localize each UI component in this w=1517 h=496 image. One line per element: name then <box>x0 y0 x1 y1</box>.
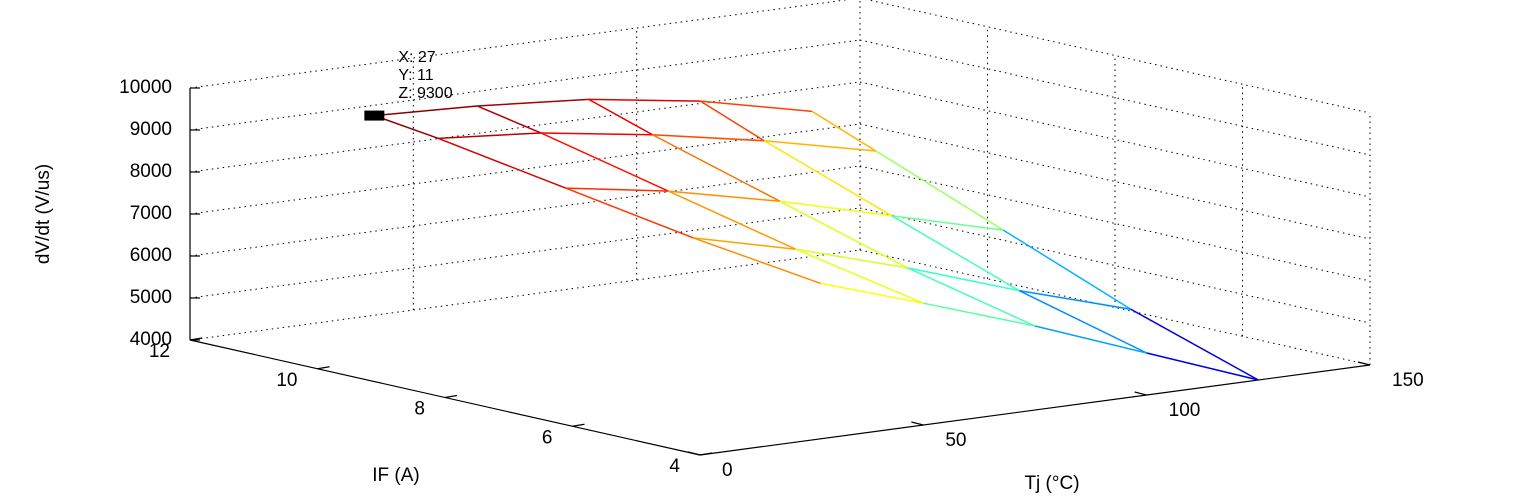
mesh-edge <box>875 150 1004 231</box>
z-tick-label: 4000 <box>130 329 172 350</box>
mesh-edge <box>668 190 797 250</box>
x-tick <box>1357 361 1371 366</box>
mesh-edge <box>811 110 877 152</box>
mesh-edge <box>565 187 669 192</box>
mesh-edge <box>438 132 541 140</box>
grid-line <box>866 0 1371 114</box>
y-tick-label: 8 <box>414 399 425 420</box>
mesh-edge <box>779 200 908 269</box>
datatip-label: Z: 9300 <box>398 85 452 102</box>
mesh-edge <box>374 114 439 140</box>
grid-line <box>859 207 1371 324</box>
grid-line <box>189 39 861 131</box>
grid-line <box>189 0 849 89</box>
mesh-edge <box>374 105 478 117</box>
mesh-edge <box>692 237 821 285</box>
y-tick <box>189 337 203 341</box>
z-tick-label: 8000 <box>130 161 172 182</box>
grid-line <box>189 249 861 341</box>
mesh-edge <box>820 282 924 304</box>
z-tick-label: 9000 <box>130 119 172 140</box>
x-tick-label: 0 <box>722 460 733 481</box>
mesh-edge <box>907 267 1020 292</box>
grid-line <box>859 165 1371 282</box>
x-tick <box>687 451 701 456</box>
mesh-edge <box>1002 229 1132 310</box>
mesh-edge <box>437 137 566 189</box>
x-tick <box>1134 391 1147 396</box>
grid-line <box>189 165 861 257</box>
y-axis-label: IF (A) <box>372 465 420 486</box>
z-tick-label: 5000 <box>130 287 172 308</box>
y-tick-label: 6 <box>542 427 553 448</box>
datatip-marker <box>364 110 385 121</box>
grid-line <box>859 81 1371 198</box>
y-tick-label: 12 <box>149 341 170 362</box>
mesh-edge <box>477 98 589 107</box>
y-tick <box>572 423 585 427</box>
x-tick-label: 50 <box>945 430 966 451</box>
datatip-label: X: 27 <box>398 49 435 66</box>
y-tick <box>317 366 330 370</box>
mesh-edge <box>795 248 908 269</box>
grid-line <box>189 207 861 299</box>
mesh-edge <box>779 200 892 217</box>
mesh-edge <box>1034 325 1147 354</box>
mesh-edge <box>540 132 669 192</box>
z-axis-label: dV/dt (V/us) <box>33 164 54 264</box>
mesh-edge <box>540 132 653 136</box>
mesh-edge <box>668 190 781 203</box>
x-tick-label: 150 <box>1392 370 1424 391</box>
mesh-edge <box>923 302 1036 327</box>
mesh-edge <box>565 187 694 239</box>
y-tick-label: 4 <box>669 456 680 477</box>
mesh-edge <box>1019 289 1131 310</box>
mesh-edge <box>795 248 924 304</box>
mesh-edge <box>588 98 701 102</box>
grid-line <box>859 123 1371 240</box>
mesh-edge <box>693 237 796 250</box>
x-tick-label: 100 <box>1169 400 1201 421</box>
y-tick <box>699 452 713 456</box>
grid-line <box>859 39 1371 156</box>
mesh-edge <box>891 215 1020 292</box>
mesh-edge <box>1146 352 1259 381</box>
z-tick-label: 10000 <box>119 77 172 98</box>
mesh-edge <box>652 134 781 202</box>
y-tick <box>444 394 458 399</box>
mesh-edge <box>700 100 765 142</box>
mesh-edge <box>652 134 765 142</box>
grid-line <box>859 249 1371 366</box>
mesh-edge <box>700 100 813 113</box>
x-tick <box>911 421 924 426</box>
datatip-label: Y: 11 <box>398 67 433 84</box>
z-tick-label: 6000 <box>130 245 172 266</box>
mesh-edge <box>1130 308 1259 381</box>
z-tick-label: 7000 <box>130 203 172 224</box>
y-tick-label: 10 <box>276 370 297 391</box>
x-axis <box>699 364 1371 456</box>
mesh-edge <box>476 105 542 134</box>
mesh-edge <box>764 140 876 152</box>
mesh-edge <box>588 98 653 136</box>
mesh-edge <box>1018 289 1147 354</box>
mesh-edge <box>907 267 1036 327</box>
mesh-edge <box>763 140 893 217</box>
x-axis-label: Tj (°C) <box>1024 473 1079 494</box>
mesh-edge <box>891 214 1004 231</box>
